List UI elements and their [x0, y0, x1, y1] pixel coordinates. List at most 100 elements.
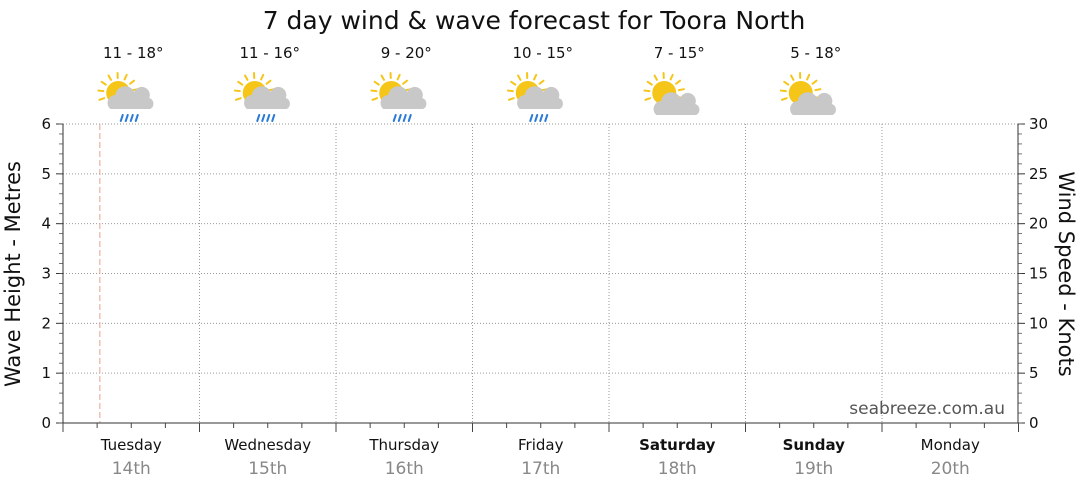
raindrop: [271, 114, 276, 122]
sun-ray: [675, 79, 682, 85]
raindrop: [256, 114, 261, 122]
left-tick-label: 6: [41, 115, 51, 133]
sun-ray: [814, 88, 822, 92]
cloud-shape: [790, 92, 836, 115]
sun-ray: [779, 89, 787, 93]
raindrop: [397, 114, 402, 122]
sun-ray: [506, 89, 514, 93]
sun-ray: [123, 73, 128, 81]
right-tick-label: 5: [1029, 364, 1039, 382]
sun-ray: [107, 74, 112, 81]
sun-ray: [644, 97, 652, 101]
raindrop: [402, 114, 407, 122]
sun-ray: [783, 80, 790, 86]
date-label: 14th: [112, 459, 151, 479]
sun-ray: [402, 79, 409, 85]
sun-cloud-icon: [779, 72, 836, 115]
day-labels: Tuesday 14th 11 - 18° Wednesday 15th 11 - 16°…: [100, 44, 980, 479]
sun-ray: [806, 73, 811, 81]
cloud-shape: [107, 86, 154, 109]
sun-ray: [510, 80, 517, 86]
right-tick-label: 15: [1029, 265, 1048, 283]
sun-cloud-rain-icon: [370, 72, 427, 122]
sun-ray: [97, 89, 105, 93]
sun-ray: [780, 97, 788, 101]
grid: [63, 123, 1018, 423]
sun-ray: [380, 74, 385, 81]
left-tick-label: 2: [41, 314, 51, 332]
right-tick-label: 20: [1029, 215, 1048, 233]
sun-ray: [234, 97, 242, 101]
sun-ray: [371, 97, 379, 101]
date-label: 18th: [658, 459, 697, 479]
day-label: Tuesday: [100, 436, 162, 454]
right-tick-label: 10: [1029, 314, 1048, 332]
day-label: Saturday: [639, 436, 716, 454]
raindrop: [534, 114, 539, 122]
sun-ray: [669, 73, 674, 81]
right-axis-title: Wind Speed - Knots: [1054, 171, 1078, 376]
raindrop: [407, 114, 412, 122]
raindrop: [134, 114, 139, 122]
day-label: Monday: [921, 436, 980, 454]
raindrop: [544, 114, 549, 122]
sun-ray: [646, 80, 653, 86]
raindrop: [119, 114, 124, 122]
left-tick-label: 3: [41, 265, 51, 283]
date-label: 16th: [385, 459, 424, 479]
chart-title: 7 day wind & wave forecast for Toora Nor…: [263, 6, 806, 35]
day-label: Thursday: [368, 436, 439, 454]
raindrop: [266, 114, 271, 122]
temperature-label: 10 - 15°: [512, 44, 573, 62]
cloud-shape: [380, 86, 427, 109]
weather-icons: [97, 72, 836, 122]
sun-ray: [653, 74, 658, 81]
sun-cloud-rain-icon: [233, 72, 290, 122]
sun-ray: [100, 80, 107, 86]
sun-ray: [98, 97, 106, 101]
day-label: Friday: [518, 436, 564, 454]
sun-ray: [237, 80, 244, 86]
day-label: Wednesday: [224, 436, 311, 454]
sun-ray: [370, 89, 378, 93]
raindrop: [392, 114, 397, 122]
day-label: Sunday: [783, 436, 846, 454]
raindrop: [124, 114, 129, 122]
cloud-shape: [244, 86, 290, 109]
left-tick-label: 5: [41, 165, 51, 183]
sun-ray: [396, 73, 401, 81]
sun-ray: [507, 97, 515, 101]
sun-ray: [517, 74, 522, 81]
sun-ray: [233, 89, 241, 93]
sun-ray: [265, 79, 272, 85]
sun-ray: [643, 89, 651, 93]
sun-ray: [129, 79, 136, 85]
sun-cloud-rain-icon: [97, 72, 154, 122]
sun-ray: [533, 73, 538, 81]
temperature-label: 9 - 20°: [381, 44, 432, 62]
watermark: seabreeze.com.au: [849, 399, 1005, 419]
right-tick-label: 30: [1029, 115, 1048, 133]
date-label: 15th: [248, 459, 287, 479]
sun-ray: [677, 88, 685, 92]
cloud-shape: [517, 86, 563, 109]
raindrop: [529, 114, 534, 122]
temperature-label: 5 - 18°: [790, 44, 841, 62]
left-tick-label: 4: [41, 215, 51, 233]
sun-ray: [244, 74, 249, 81]
sun-ray: [811, 79, 818, 85]
axes: 0 1 2 3 4 5 6 0 5 10 15 20 25 30: [41, 115, 1048, 432]
cloud-shape: [653, 92, 700, 115]
raindrop: [539, 114, 544, 122]
sun-ray: [260, 73, 265, 81]
left-axis-title: Wave Height - Metres: [1, 161, 25, 387]
sun-ray: [790, 74, 795, 81]
date-label: 20th: [931, 459, 970, 479]
right-tick-label: 0: [1029, 414, 1039, 432]
raindrop: [261, 114, 266, 122]
temperature-label: 7 - 15°: [654, 44, 705, 62]
sun-cloud-icon: [643, 72, 700, 115]
date-label: 19th: [794, 459, 833, 479]
sun-ray: [538, 79, 545, 85]
